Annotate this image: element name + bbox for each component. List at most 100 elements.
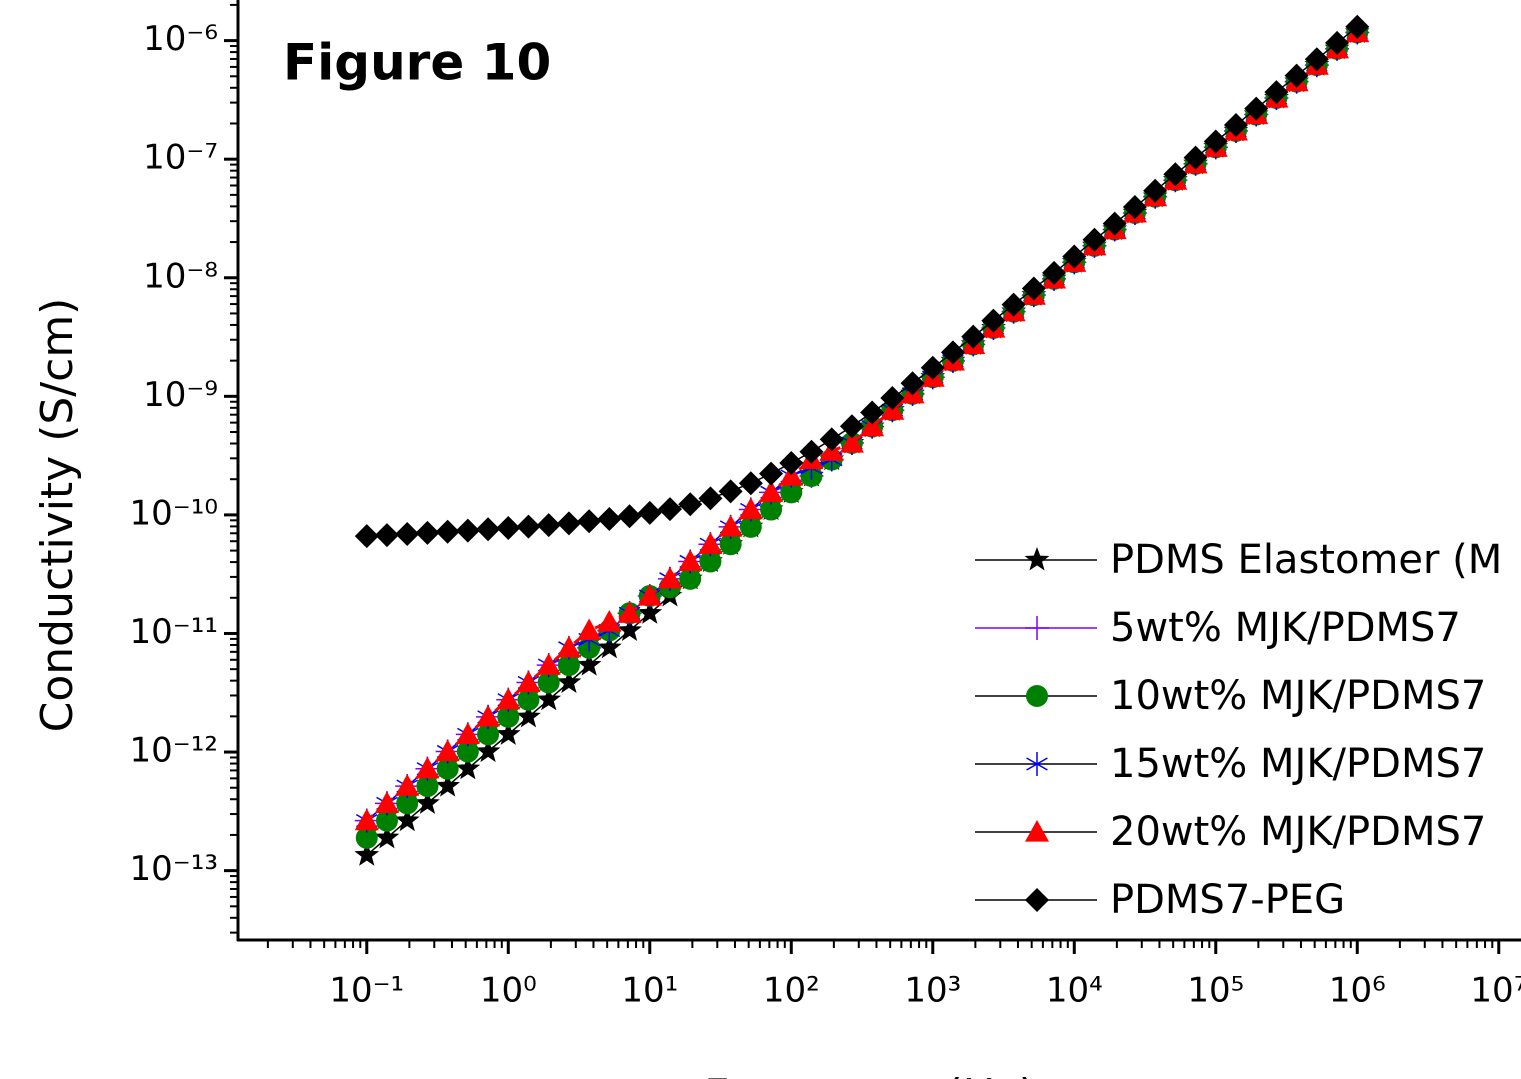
diamond-marker xyxy=(1244,96,1269,121)
diamond-marker xyxy=(556,511,581,536)
diamond-marker xyxy=(354,524,379,549)
x-tick-label: 10⁻¹ xyxy=(329,971,404,1011)
diamond-marker xyxy=(1062,244,1087,269)
chart-title: Figure 10 xyxy=(283,34,551,92)
y-tick-label: 10⁻¹¹ xyxy=(130,612,218,652)
diamond-marker xyxy=(476,517,501,542)
diamond-marker xyxy=(900,371,925,396)
diamond-marker xyxy=(940,340,965,365)
star-marker xyxy=(495,721,521,745)
x-tick-label: 10⁷ xyxy=(1470,971,1521,1011)
diamond-marker xyxy=(617,504,642,529)
x-axis-label: Frequency (Hz) xyxy=(704,1070,1036,1079)
diamond-marker xyxy=(1325,30,1350,55)
legend-label: PDMS7-PEG xyxy=(1110,877,1345,923)
triangle-marker xyxy=(455,722,480,744)
asterisk-marker xyxy=(1026,752,1048,776)
legend-label: 20wt% MJK/PDMS7 xyxy=(1110,809,1486,855)
diamond-marker xyxy=(981,308,1006,333)
triangle-marker xyxy=(496,687,521,710)
diamond-marker xyxy=(657,497,682,522)
star-marker xyxy=(354,842,380,866)
y-tick-label: 10⁻¹² xyxy=(130,731,218,771)
circle-marker xyxy=(517,688,540,711)
triangle-marker xyxy=(516,670,541,693)
series-line xyxy=(366,26,1358,537)
diamond-marker xyxy=(415,520,440,545)
diamond-marker xyxy=(678,492,703,517)
diamond-marker xyxy=(880,386,905,411)
diamond-marker xyxy=(1304,47,1329,72)
star-marker xyxy=(516,703,541,728)
circle-marker xyxy=(780,481,803,504)
circle-marker xyxy=(760,498,783,521)
triangle-marker xyxy=(415,756,440,779)
diamond-marker xyxy=(698,486,723,511)
triangle-marker xyxy=(678,549,703,572)
diamond-marker xyxy=(395,522,420,547)
diamond-marker xyxy=(839,414,864,439)
triangle-marker xyxy=(476,704,501,727)
diamond-marker xyxy=(1102,211,1127,236)
y-tick-label: 10⁻¹³ xyxy=(130,849,218,889)
circle-marker xyxy=(456,740,479,763)
y-axis-label: Conductivity (S/cm) xyxy=(32,298,83,733)
star-marker xyxy=(637,600,663,624)
diamond-marker xyxy=(718,479,743,504)
star-marker xyxy=(435,773,460,797)
diamond-marker xyxy=(1203,129,1228,154)
diamond-marker xyxy=(1001,292,1026,317)
circle-marker xyxy=(477,723,500,746)
diamond-marker xyxy=(455,518,480,543)
y-tick-label: 10⁻⁷ xyxy=(143,138,218,178)
plot-area xyxy=(354,14,1370,866)
triangle-marker xyxy=(718,514,743,537)
legend-label: PDMS Elastomer (M xyxy=(1110,537,1502,583)
diamond-marker xyxy=(799,439,824,464)
diamond-marker xyxy=(1025,888,1049,912)
circle-marker xyxy=(537,671,560,694)
circle-marker xyxy=(497,705,520,728)
star-marker xyxy=(597,634,622,659)
circle-marker xyxy=(375,809,398,832)
circle-marker xyxy=(436,757,459,780)
diamond-marker xyxy=(577,509,602,534)
star-marker xyxy=(455,755,481,780)
star-marker xyxy=(536,686,562,711)
diamond-marker xyxy=(374,523,399,548)
triangle-marker xyxy=(556,635,581,658)
diamond-marker xyxy=(961,324,986,349)
star-marker xyxy=(576,652,602,676)
star-marker xyxy=(617,617,642,641)
legend-label: 10wt% MJK/PDMS7 xyxy=(1110,673,1486,719)
diamond-marker xyxy=(920,355,945,380)
star-marker xyxy=(394,807,420,832)
triangle-marker xyxy=(1025,820,1049,842)
plus-marker xyxy=(1025,616,1049,640)
diamond-marker xyxy=(1021,276,1046,301)
diamond-marker xyxy=(496,516,521,541)
x-tick-label: 10⁵ xyxy=(1187,971,1244,1011)
legend-label: 5wt% MJK/PDMS7 xyxy=(1110,605,1461,651)
diamond-marker xyxy=(779,450,804,475)
star-marker xyxy=(556,669,582,693)
x-tick-label: 10² xyxy=(763,971,820,1011)
diamond-marker xyxy=(1345,14,1370,39)
diamond-marker xyxy=(819,427,844,452)
diamond-marker xyxy=(759,461,784,486)
diamond-marker xyxy=(536,513,561,538)
diamond-marker xyxy=(1264,80,1289,105)
circle-marker xyxy=(679,567,702,590)
triangle-marker xyxy=(839,431,864,453)
circle-marker xyxy=(719,533,742,556)
y-tick-label: 10⁻⁶ xyxy=(143,19,218,59)
triangle-marker xyxy=(759,480,784,502)
star-marker xyxy=(415,790,440,814)
circle-marker xyxy=(355,826,378,849)
triangle-marker xyxy=(536,653,561,675)
diamond-marker xyxy=(1223,113,1248,138)
triangle-marker xyxy=(354,808,379,831)
diamond-marker xyxy=(435,519,460,544)
